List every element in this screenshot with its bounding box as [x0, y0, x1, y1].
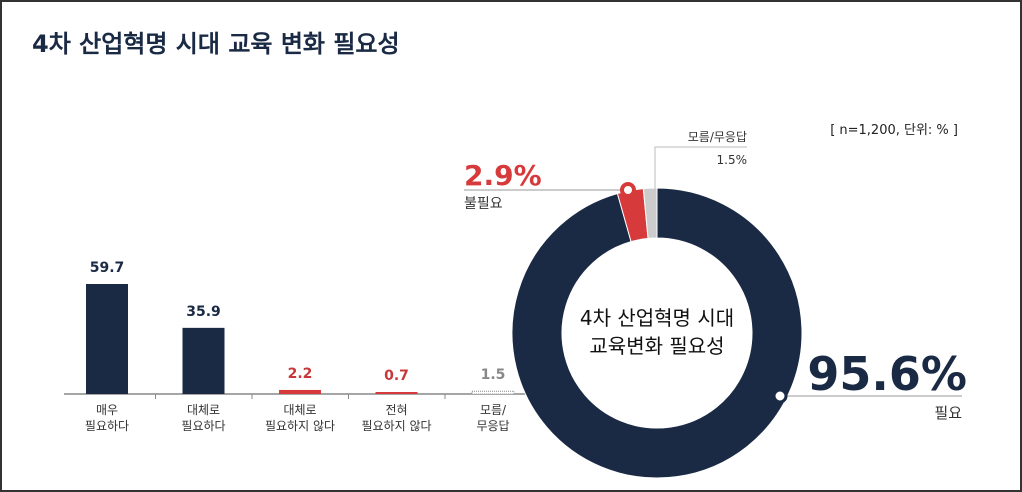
bar — [279, 389, 321, 394]
bar — [182, 327, 225, 394]
pie-label-value: 95.6% — [807, 347, 967, 401]
category-label: 대체로 — [283, 403, 316, 417]
donut-center-label: 교육변화 필요성 — [589, 334, 724, 358]
category-label: 필요하다 — [85, 419, 129, 433]
bar-value-label: 59.7 — [90, 260, 125, 276]
pie-label-value: 1.5% — [717, 153, 748, 167]
leader-line — [654, 146, 747, 189]
bar — [375, 392, 418, 394]
category-label: 대체로 — [187, 403, 220, 417]
donut-center-label: 4차 산업혁명 시대 — [580, 306, 734, 330]
bar-value-label: 0.7 — [384, 368, 409, 384]
page-title: 4차 산업혁명 시대 교육 변화 필요성 — [32, 30, 400, 58]
category-label: 필요하지 않다 — [265, 419, 335, 433]
pie-label-name: 불필요 — [464, 196, 503, 212]
category-label: 매우 — [96, 403, 118, 417]
pie-label-name: 모름/무응답 — [688, 130, 747, 144]
category-label: 전혀 — [385, 403, 407, 417]
pie-label-name: 필요 — [934, 404, 962, 422]
sample-note: [ n=1,200, 단위: % ] — [830, 123, 958, 138]
category-label: 필요하다 — [181, 419, 225, 433]
bar — [471, 390, 515, 395]
pie-label-value: 2.9% — [464, 159, 542, 192]
category-label: 무응답 — [476, 419, 509, 433]
category-label: 모름/ — [480, 403, 507, 417]
leader-dot — [772, 388, 788, 404]
bar-value-label: 35.9 — [186, 304, 221, 320]
leader-dot — [620, 182, 636, 198]
category-label: 필요하지 않다 — [361, 419, 431, 433]
bar-value-label: 2.2 — [288, 366, 313, 382]
bar-value-label: 1.5 — [481, 367, 506, 383]
bar — [86, 284, 128, 394]
donut-slice — [642, 187, 658, 239]
donut-slice — [511, 187, 803, 479]
